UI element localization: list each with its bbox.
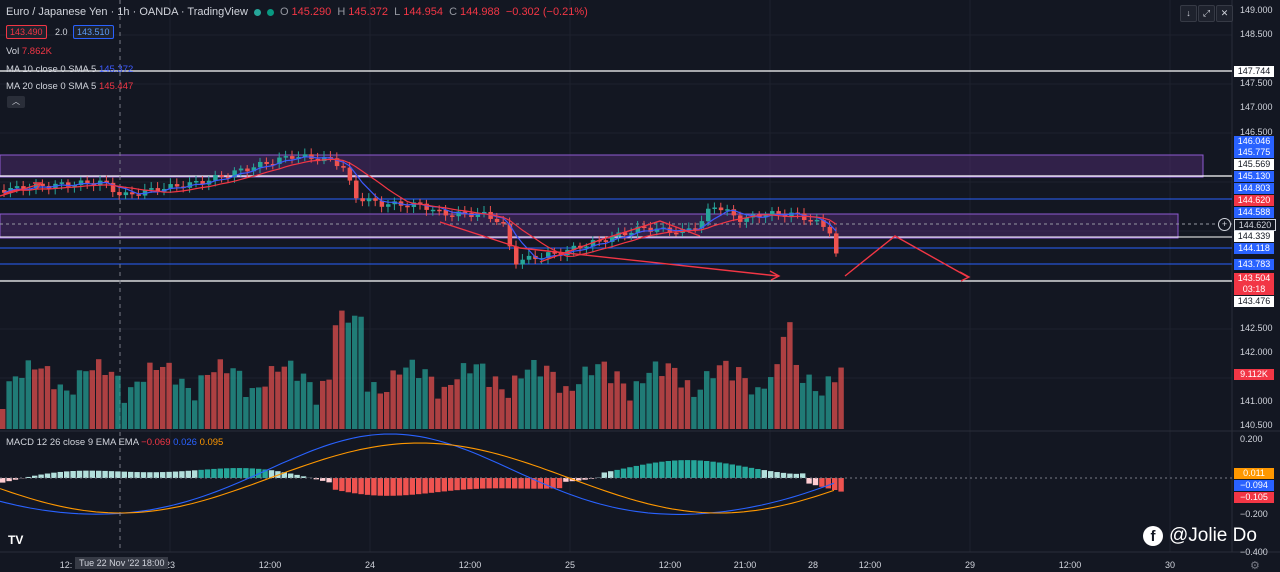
ohlc-values: O 145.290 H 145.372 L 144.954 C 144.988 −0.3… [279, 6, 588, 18]
price-tag: 144.803 [1234, 183, 1274, 194]
annotation-arrows[interactable] [0, 182, 971, 282]
watermark-text: @Jolie Do [1169, 525, 1257, 546]
macd-tag: 0.011 [1234, 468, 1274, 479]
volume-tag: 9.112K [1234, 369, 1274, 380]
ma20-line [3, 158, 837, 258]
volume-legend[interactable]: Vol 7.862K [6, 46, 52, 57]
macd-legend[interactable]: MACD 12 26 close 9 EMA EMA −0.069 0.026 … [6, 437, 224, 448]
market-open-dot [253, 8, 261, 16]
crosshair-time-label: Tue 22 Nov '22 18:00 [75, 557, 169, 569]
tradingview-logo[interactable]: TV [8, 533, 24, 547]
price-tag: 143.783 [1234, 259, 1274, 270]
maximize-icon[interactable]: ⤢ [1198, 5, 1215, 22]
settings-gear-icon[interactable]: ⚙ [1250, 560, 1260, 572]
volume-bars[interactable] [0, 310, 844, 429]
horizontal-levels[interactable] [0, 70, 1232, 282]
price-tag: 144.118 [1234, 243, 1274, 254]
spread-value: 2.0 [55, 27, 68, 37]
price-tag: 143.476 [1234, 296, 1274, 307]
chart-header: Euro / Japanese Yen · 1h · OANDA · Tradi… [6, 6, 591, 18]
crosshair-price-tag: 144.620 [1234, 219, 1276, 231]
price-tag: 144.620 [1234, 195, 1274, 206]
macd-axis-label: −0.400 [1240, 547, 1268, 557]
macd-axis-label: −0.200 [1240, 509, 1268, 519]
sell-button[interactable]: 143.490 [6, 25, 47, 39]
close-icon[interactable]: ✕ [1216, 5, 1233, 22]
buy-button[interactable]: 143.510 [73, 25, 114, 39]
macd-axis-label: 0.200 [1240, 434, 1263, 444]
price-tag: 144.588 [1234, 207, 1274, 218]
macd-tag: −0.105 [1234, 492, 1274, 503]
price-tag: 144.339 [1234, 231, 1274, 242]
collapse-legend-button[interactable]: ︿ [7, 96, 25, 108]
last-price-tag: 143.504 03:18 [1234, 273, 1274, 295]
macd-histogram[interactable] [0, 460, 844, 496]
macd-line [0, 433, 835, 515]
price-tag: 145.130 [1234, 171, 1274, 182]
live-dot [266, 8, 274, 16]
change-value: −0.302 (−0.21%) [505, 6, 588, 18]
symbol-title[interactable]: Euro / Japanese Yen · 1h · OANDA · Tradi… [6, 6, 248, 18]
ma20-legend[interactable]: MA 20 close 0 SMA 5 145.447 [6, 81, 134, 92]
price-tag: 145.569 [1234, 159, 1274, 170]
arrow-down-icon[interactable]: ↓ [1180, 5, 1197, 22]
price-tag: 145.775 [1234, 147, 1274, 158]
facebook-icon: f [1143, 526, 1163, 546]
signal-line [0, 442, 835, 514]
macd-tag: −0.094 [1234, 480, 1274, 491]
price-tag: 147.744 [1234, 66, 1274, 77]
price-tag: 146.046 [1234, 136, 1274, 147]
watermark: f @Jolie Do [1143, 525, 1257, 547]
add-alert-icon[interactable]: + [1218, 218, 1231, 231]
supply-zone-lower[interactable] [0, 213, 1179, 239]
ma10-legend[interactable]: MA 10 close 0 SMA 5 145.372 [6, 64, 134, 75]
supply-zone-upper[interactable] [0, 154, 1204, 178]
